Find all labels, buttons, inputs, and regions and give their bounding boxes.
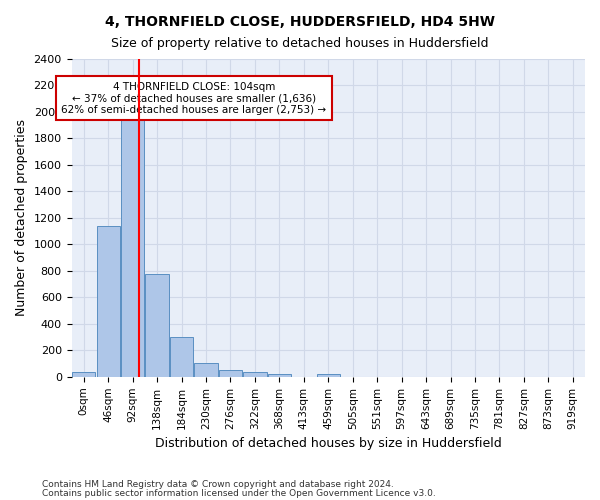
Bar	[219, 370, 242, 377]
Bar	[268, 374, 291, 377]
Text: 4, THORNFIELD CLOSE, HUDDERSFIELD, HD4 5HW: 4, THORNFIELD CLOSE, HUDDERSFIELD, HD4 5…	[105, 15, 495, 29]
Bar	[243, 372, 266, 377]
Bar	[97, 226, 120, 377]
Bar	[170, 337, 193, 377]
Bar	[194, 363, 218, 377]
Y-axis label: Number of detached properties: Number of detached properties	[15, 120, 28, 316]
Text: Contains public sector information licensed under the Open Government Licence v3: Contains public sector information licen…	[42, 490, 436, 498]
Bar	[121, 114, 144, 377]
Bar	[145, 274, 169, 377]
X-axis label: Distribution of detached houses by size in Huddersfield: Distribution of detached houses by size …	[155, 437, 502, 450]
Text: Size of property relative to detached houses in Huddersfield: Size of property relative to detached ho…	[111, 38, 489, 51]
Text: Contains HM Land Registry data © Crown copyright and database right 2024.: Contains HM Land Registry data © Crown c…	[42, 480, 394, 489]
Bar	[72, 372, 95, 377]
Text: 4 THORNFIELD CLOSE: 104sqm
← 37% of detached houses are smaller (1,636)
62% of s: 4 THORNFIELD CLOSE: 104sqm ← 37% of deta…	[61, 82, 326, 114]
Bar	[317, 374, 340, 377]
